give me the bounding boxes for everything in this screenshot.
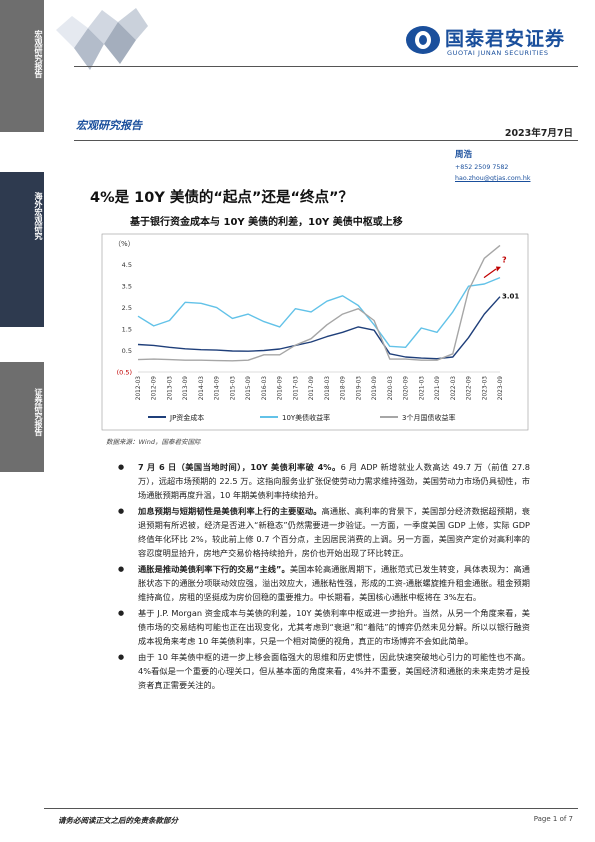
legend-label: JP资金成本 [169, 413, 204, 422]
header-divider-2 [74, 140, 578, 141]
bullet-lead: 加息预期与短期韧性是美债利率上行的主要驱动。 [138, 506, 322, 516]
x-tick-label: 2015-09 [246, 376, 252, 401]
x-tick-label: 2017-09 [309, 376, 315, 401]
report-type: 宏观研究报告 [76, 119, 142, 132]
legend-label: 10Y美债收益率 [282, 413, 330, 422]
legend-label: 3个月国债收益率 [402, 413, 455, 422]
x-tick-label: 2014-03 [199, 376, 205, 401]
sidebar-bottom-band: 证券研究报告 [0, 362, 44, 472]
chart-source: 数据来源：Wind，国泰君安国际 [106, 438, 201, 446]
y-tick-label: 0.5 [122, 347, 132, 355]
page-title: 4%是 10Y 美债的“起点”还是“终点”？ [90, 190, 354, 206]
page-subtitle: 基于银行资金成本与 10Y 美债的利差，10Y 美债中枢或上移 [130, 217, 403, 228]
chart-frame [101, 233, 529, 431]
annotation-arrow-head [496, 266, 501, 272]
y-tick-label: 4.5 [122, 261, 132, 269]
x-tick-label: 2020-03 [388, 376, 394, 401]
x-tick-label: 2016-09 [278, 376, 284, 401]
x-tick-label: 2023-03 [482, 376, 488, 401]
series-line-1 [137, 276, 501, 349]
x-tick-label: 2022-09 [467, 376, 473, 401]
bullet-list: 7 月 6 日（美国当地时间），10Y 美债利率破 4%。6 月 ADP 新增就… [118, 460, 530, 694]
x-tick-label: 2018-09 [341, 376, 347, 401]
y-tick-label: 1.5 [122, 326, 132, 334]
yield-chart: （%） 4.5 3.5 2.5 1.5 0.5 (0.5) 2012-03 2012-09 201… [101, 233, 529, 431]
left-sidebar: 宏观研究报告 海外宏观研究 证券研究报告 [0, 0, 44, 842]
x-tick-label: 2016-03 [262, 376, 268, 401]
bullet-text: 由于 10 年美债中枢的进一步上移会面临强大的思维和历史惯性，因此快速突破地心引… [138, 652, 530, 690]
x-tick-label: 2022-03 [451, 376, 457, 401]
x-tick-label: 2017-03 [293, 376, 299, 401]
author-phone: +852 2509 7582 [455, 164, 509, 171]
bullet-lead: 通胀是推动美债利率下行的交易“主线”。 [138, 564, 290, 574]
author-email[interactable]: hao.zhou@gtjas.com.hk [455, 175, 531, 182]
footer-divider [44, 808, 578, 809]
x-tick-label: 2012-09 [152, 376, 158, 401]
y-tick-label: 3.5 [122, 283, 132, 291]
sidebar-top-label: 宏观研究报告 [34, 30, 43, 78]
header-decoration [44, 0, 154, 75]
sidebar-mid-band: 海外宏观研究 [0, 172, 44, 327]
x-tick-label: 2020-09 [404, 376, 410, 401]
series-line-2 [137, 244, 501, 362]
x-tick-label: 2013-09 [183, 376, 189, 401]
y-axis-label: （%） [114, 240, 135, 248]
x-tick-label: 2019-03 [356, 376, 362, 401]
bullet-text: 美国本轮高通胀周期下，通胀范式已发生转变，具体表现为：高通胀状态下的通胀分项联动… [138, 564, 530, 602]
x-tick-label: 2021-03 [419, 376, 425, 401]
annotation-question: ? [502, 256, 507, 265]
x-tick-label: 2021-09 [435, 376, 441, 401]
brand-mark-icon [406, 26, 440, 54]
x-tick-label: 2013-03 [167, 376, 173, 401]
bullet-text: 6 月 ADP 新增就业人数高达 49.7 万（前值 27.8 万），远超市场预… [138, 462, 530, 500]
annotation-value: 3.01 [502, 293, 519, 301]
y-tick-label: (0.5) [117, 369, 132, 377]
x-tick-label: 2019-09 [372, 376, 378, 401]
bullet-item: 通胀是推动美债利率下行的交易“主线”。美国本轮高通胀周期下，通胀范式已发生转变，… [118, 562, 530, 604]
bullet-item: 基于 J.P. Morgan 资金成本与美债的利差，10Y 美债利率中枢或进一步… [118, 606, 530, 648]
x-tick-label: 2018-03 [325, 376, 331, 401]
bullet-item: 7 月 6 日（美国当地时间），10Y 美债利率破 4%。6 月 ADP 新增就… [118, 460, 530, 502]
bullet-lead: 7 月 6 日（美国当地时间），10Y 美债利率破 4%。 [138, 462, 341, 472]
header-divider [74, 66, 578, 67]
brand-name-en: GUOTAI JUNAN SECURITIES [447, 49, 549, 57]
report-date: 2023年7月7日 [504, 128, 573, 139]
sidebar-mid-label: 海外宏观研究 [34, 192, 43, 240]
author-name: 周浩 [455, 150, 473, 160]
page-number: Page 1 of 7 [533, 815, 573, 823]
bullet-item: 由于 10 年美债中枢的进一步上移会面临强大的思维和历史惯性，因此快速突破地心引… [118, 650, 530, 692]
bullet-text: 基于 J.P. Morgan 资金成本与美债的利差，10Y 美债利率中枢或进一步… [138, 608, 530, 646]
x-tick-label: 2012-03 [136, 376, 142, 401]
annotation-arrow [483, 268, 497, 279]
sidebar-top-band: 宏观研究报告 [0, 0, 44, 132]
footer-disclaimer: 请务必阅读正文之后的免责条款部分 [58, 816, 178, 825]
x-tick-label: 2023-09 [498, 376, 504, 401]
bullet-text: 高通胀、高利率的背景下，美国部分经济数据超预期，衰退预期有所迟被，经济是否进入“… [138, 506, 530, 558]
brand-name-cn: 国泰君安证券 [445, 28, 566, 50]
x-tick-label: 2015-03 [230, 376, 236, 401]
x-tick-label: 2014-09 [215, 376, 221, 401]
y-tick-label: 2.5 [122, 304, 132, 312]
bullet-item: 加息预期与短期韧性是美债利率上行的主要驱动。高通胀、高利率的背景下，美国部分经济… [118, 504, 530, 560]
brand-logo: 国泰君安证券 GUOTAI JUNAN SECURITIES [405, 22, 580, 62]
sidebar-bottom-label: 证券研究报告 [34, 388, 43, 436]
